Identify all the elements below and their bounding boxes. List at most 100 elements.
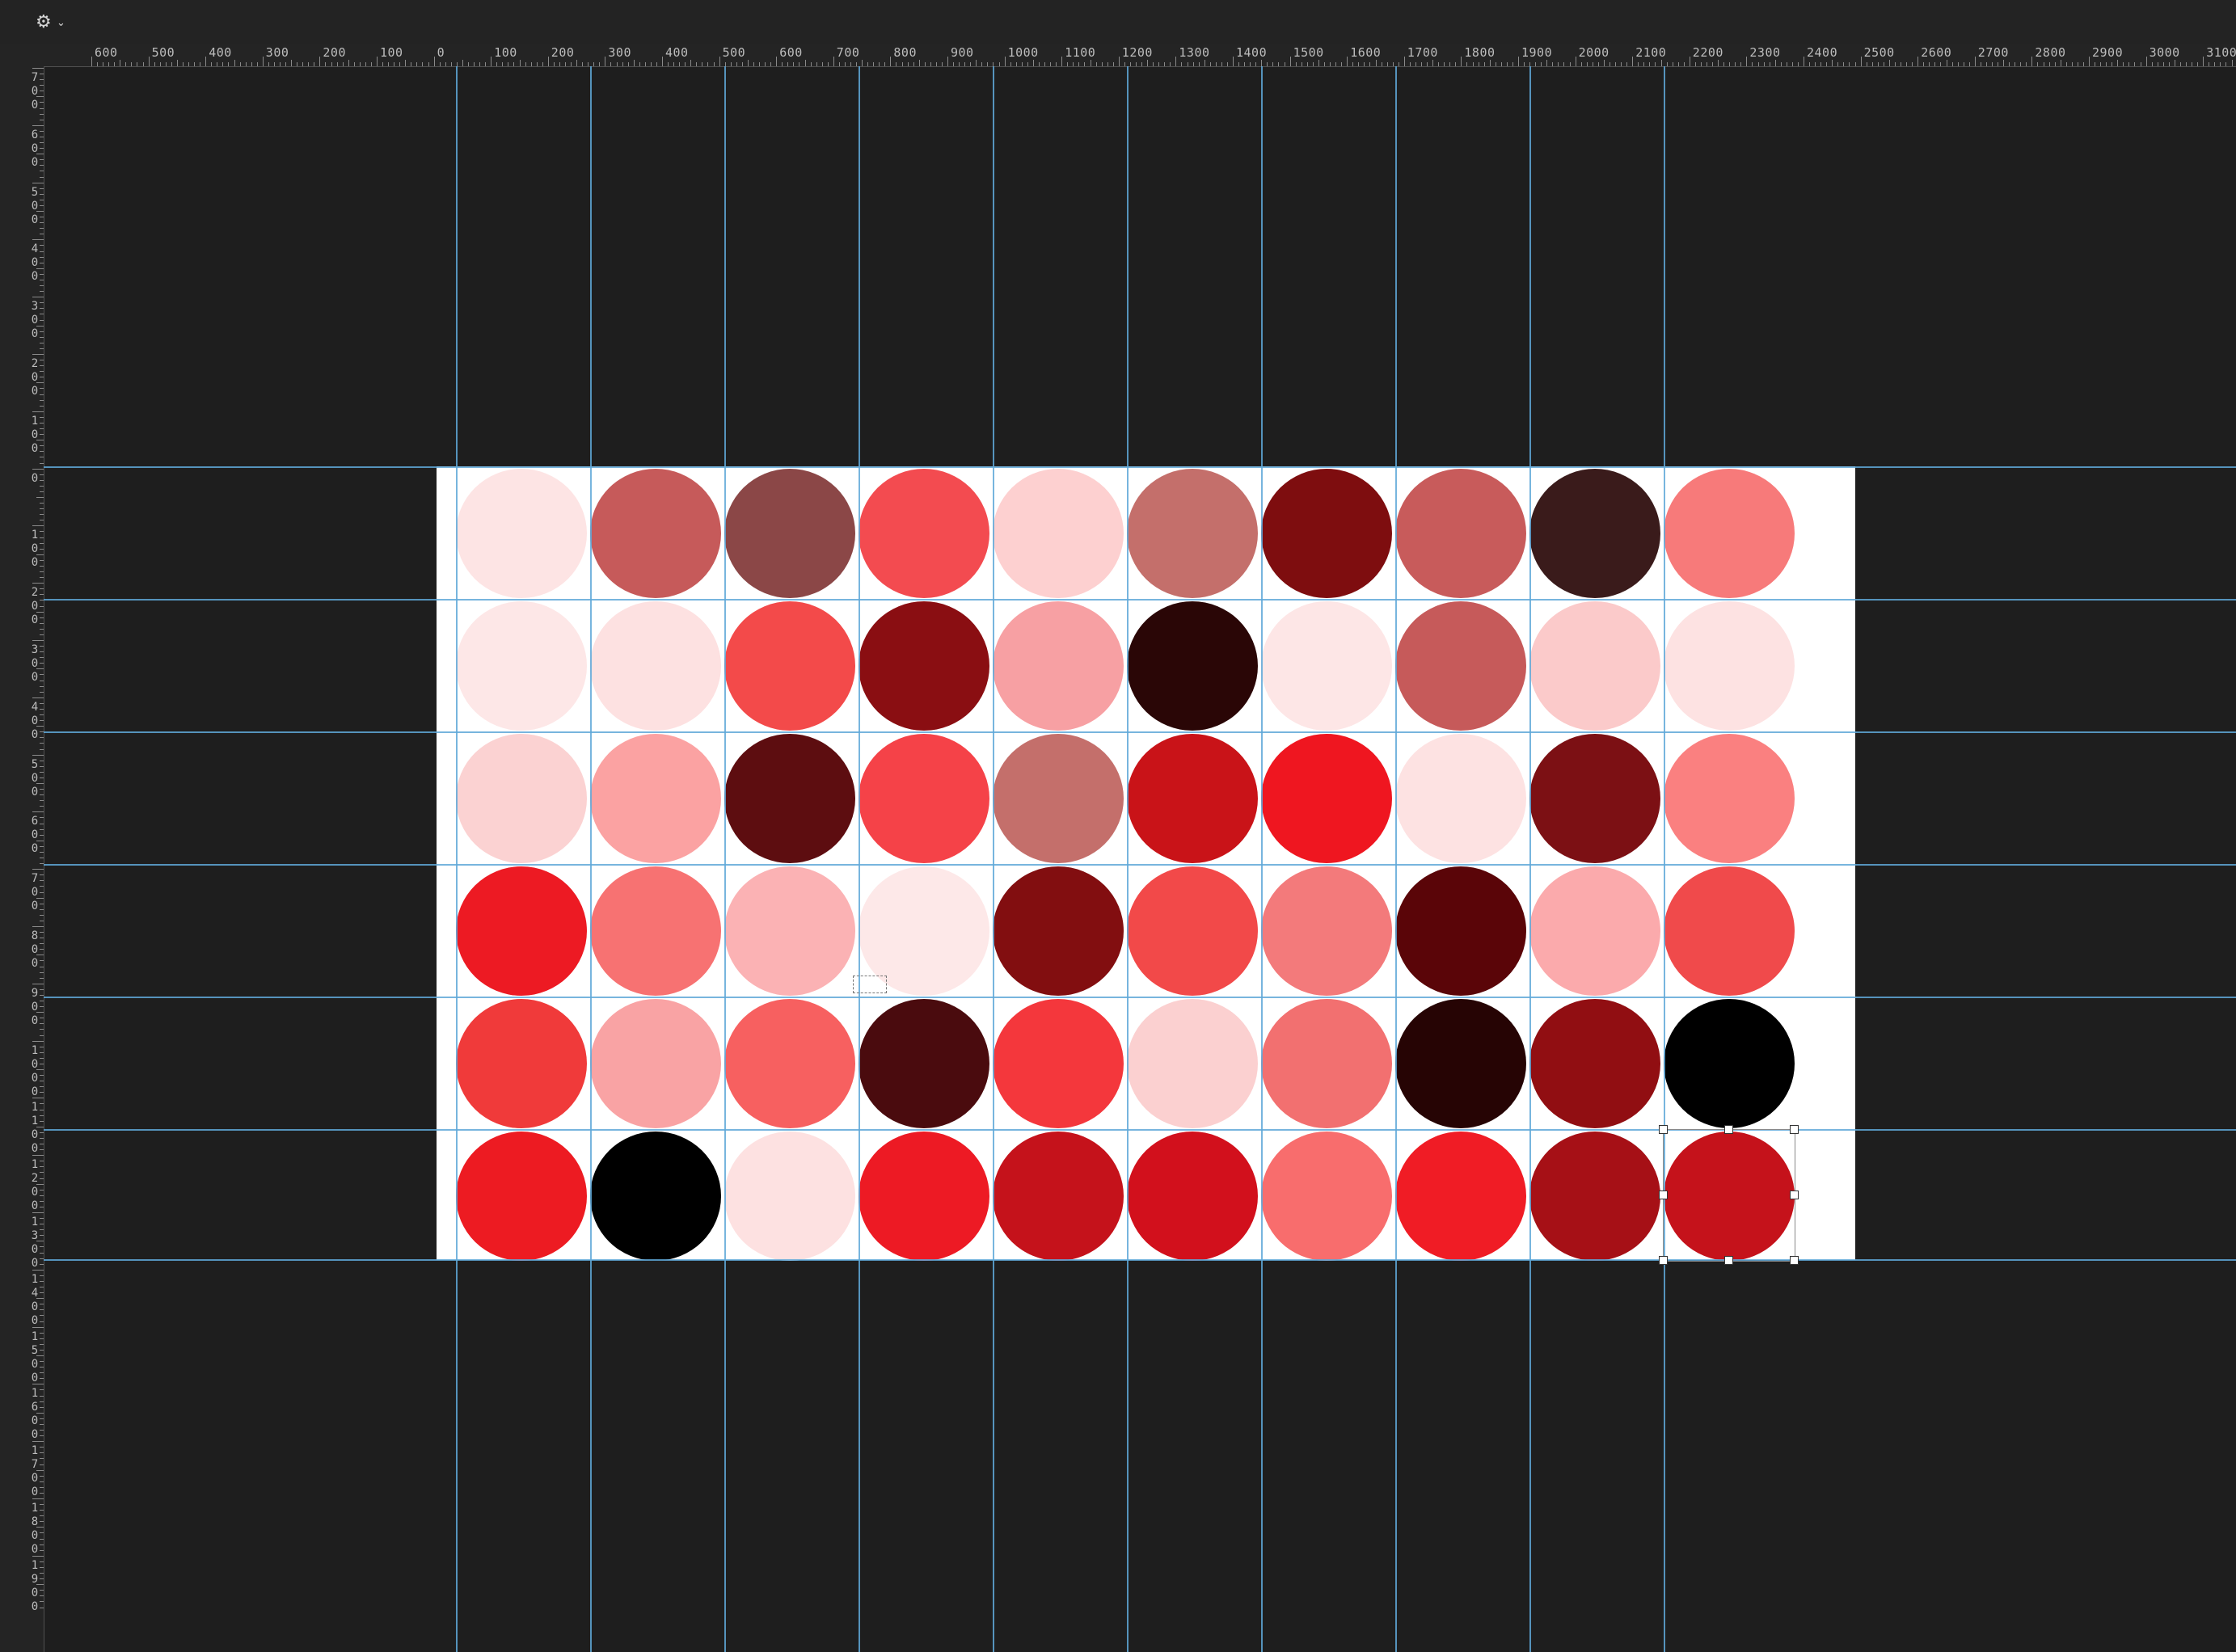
avatar-icon[interactable] bbox=[590, 601, 721, 731]
gear-menu-button[interactable]: ⚙ ⌄ bbox=[36, 11, 71, 32]
avatar-icon[interactable] bbox=[1664, 734, 1795, 863]
avatar-icon[interactable] bbox=[1127, 1132, 1258, 1261]
document-canvas[interactable] bbox=[44, 66, 2236, 1652]
vertical-guide[interactable] bbox=[1395, 66, 1397, 1652]
ruler-minor-tick bbox=[40, 834, 44, 836]
selected-avatar-bounding-box[interactable] bbox=[1663, 1129, 1795, 1262]
avatar-icon[interactable] bbox=[1127, 469, 1258, 598]
avatar-icon[interactable] bbox=[456, 1132, 587, 1261]
avatar-icon[interactable] bbox=[1127, 866, 1258, 996]
horizontal-guide[interactable] bbox=[44, 466, 2236, 468]
artboard[interactable] bbox=[437, 466, 1855, 1261]
ruler-major-tick bbox=[32, 811, 44, 813]
avatar-icon[interactable] bbox=[1261, 469, 1392, 598]
avatar-icon[interactable] bbox=[993, 1132, 1124, 1261]
avatar-icon[interactable] bbox=[993, 866, 1124, 996]
ruler-label: 2600 bbox=[1921, 45, 1952, 60]
avatar-icon[interactable] bbox=[1395, 1132, 1526, 1261]
avatar-icon[interactable] bbox=[1529, 601, 1660, 731]
avatar-icon[interactable] bbox=[1529, 1132, 1660, 1261]
ruler-minor-tick bbox=[40, 971, 44, 973]
avatar-icon[interactable] bbox=[456, 866, 587, 996]
avatar-icon[interactable] bbox=[1127, 734, 1258, 863]
transform-handle[interactable] bbox=[1659, 1125, 1668, 1134]
avatar-icon[interactable] bbox=[859, 469, 989, 598]
avatar-icon[interactable] bbox=[1529, 734, 1660, 863]
avatar-icon[interactable] bbox=[993, 999, 1124, 1128]
vertical-guide[interactable] bbox=[1261, 66, 1263, 1652]
avatar-icon[interactable] bbox=[724, 601, 855, 731]
avatar-icon[interactable] bbox=[1395, 601, 1526, 731]
avatar-icon[interactable] bbox=[1664, 1132, 1795, 1261]
vertical-guide[interactable] bbox=[456, 66, 458, 1652]
vertical-guide[interactable] bbox=[1127, 66, 1129, 1652]
avatar-icon[interactable] bbox=[1529, 999, 1660, 1128]
avatar-icon[interactable] bbox=[1261, 601, 1392, 731]
vertical-guide[interactable] bbox=[1664, 66, 1665, 1652]
avatar-icon[interactable] bbox=[1261, 866, 1392, 996]
transform-handle[interactable] bbox=[1659, 1256, 1668, 1265]
avatar-icon[interactable] bbox=[1664, 469, 1795, 598]
avatar-icon[interactable] bbox=[724, 1132, 855, 1261]
avatar-icon[interactable] bbox=[1664, 601, 1795, 731]
avatar-icon[interactable] bbox=[1261, 999, 1392, 1128]
vertical-guide[interactable] bbox=[993, 66, 994, 1652]
transform-handle[interactable] bbox=[1790, 1125, 1799, 1134]
horizontal-guide[interactable] bbox=[44, 731, 2236, 733]
horizontal-guide[interactable] bbox=[44, 1129, 2236, 1131]
avatar-icon[interactable] bbox=[859, 734, 989, 863]
avatar-icon[interactable] bbox=[456, 999, 587, 1128]
transform-handle[interactable] bbox=[1790, 1191, 1799, 1199]
avatar-icon[interactable] bbox=[1395, 999, 1526, 1128]
ruler-label: 2300 bbox=[1749, 45, 1781, 60]
transform-handle[interactable] bbox=[1659, 1191, 1668, 1199]
avatar-icon[interactable] bbox=[859, 1132, 989, 1261]
avatar-icon[interactable] bbox=[456, 601, 587, 731]
avatar-icon[interactable] bbox=[1395, 866, 1526, 996]
vertical-guide[interactable] bbox=[1529, 66, 1531, 1652]
avatar-icon[interactable] bbox=[590, 1132, 721, 1261]
horizontal-guide[interactable] bbox=[44, 864, 2236, 866]
avatar-icon[interactable] bbox=[456, 469, 587, 598]
horizontal-ruler[interactable]: 600 500 400 300 200 100 0 100 200 300 400 500 600 700… bbox=[44, 44, 2236, 67]
horizontal-guide[interactable] bbox=[44, 1259, 2236, 1261]
avatar-icon[interactable] bbox=[859, 866, 989, 996]
avatar-icon[interactable] bbox=[1664, 999, 1795, 1128]
avatar-icon[interactable] bbox=[724, 999, 855, 1128]
avatar-icon[interactable] bbox=[724, 734, 855, 863]
avatar-icon[interactable] bbox=[590, 999, 721, 1128]
avatar-icon[interactable] bbox=[1127, 999, 1258, 1128]
avatar-icon[interactable] bbox=[456, 734, 587, 863]
avatar-icon[interactable] bbox=[993, 601, 1124, 731]
ruler-minor-tick bbox=[40, 1549, 44, 1551]
transform-handle[interactable] bbox=[1724, 1256, 1733, 1265]
avatar-icon[interactable] bbox=[590, 734, 721, 863]
vertical-ruler[interactable]: 700 600 500 400 300 200 100 0 100 200 300 400 500 600… bbox=[0, 66, 44, 1652]
horizontal-guide[interactable] bbox=[44, 599, 2236, 601]
ruler-minor-tick bbox=[40, 256, 44, 258]
avatar-icon[interactable] bbox=[1261, 734, 1392, 863]
vertical-guide[interactable] bbox=[859, 66, 860, 1652]
transform-handle[interactable] bbox=[1790, 1256, 1799, 1265]
avatar-icon[interactable] bbox=[724, 866, 855, 996]
avatar-icon[interactable] bbox=[1395, 469, 1526, 598]
avatar-icon[interactable] bbox=[859, 601, 989, 731]
avatar-icon[interactable] bbox=[1529, 866, 1660, 996]
avatar-icon[interactable] bbox=[859, 999, 989, 1128]
avatar-icon[interactable] bbox=[1395, 734, 1526, 863]
avatar-icon[interactable] bbox=[993, 469, 1124, 598]
ruler-origin-corner[interactable] bbox=[0, 44, 44, 67]
avatar-icon[interactable] bbox=[1529, 469, 1660, 598]
avatar-icon[interactable] bbox=[590, 469, 721, 598]
avatar-icon[interactable] bbox=[724, 469, 855, 598]
horizontal-guide[interactable] bbox=[44, 997, 2236, 998]
ruler-minor-tick bbox=[36, 611, 44, 613]
avatar-icon[interactable] bbox=[590, 866, 721, 996]
avatar-icon[interactable] bbox=[1664, 866, 1795, 996]
avatar-icon[interactable] bbox=[993, 734, 1124, 863]
transform-handle[interactable] bbox=[1724, 1125, 1733, 1134]
vertical-guide[interactable] bbox=[724, 66, 726, 1652]
avatar-icon[interactable] bbox=[1261, 1132, 1392, 1261]
avatar-icon[interactable] bbox=[1127, 601, 1258, 731]
vertical-guide[interactable] bbox=[590, 66, 592, 1652]
